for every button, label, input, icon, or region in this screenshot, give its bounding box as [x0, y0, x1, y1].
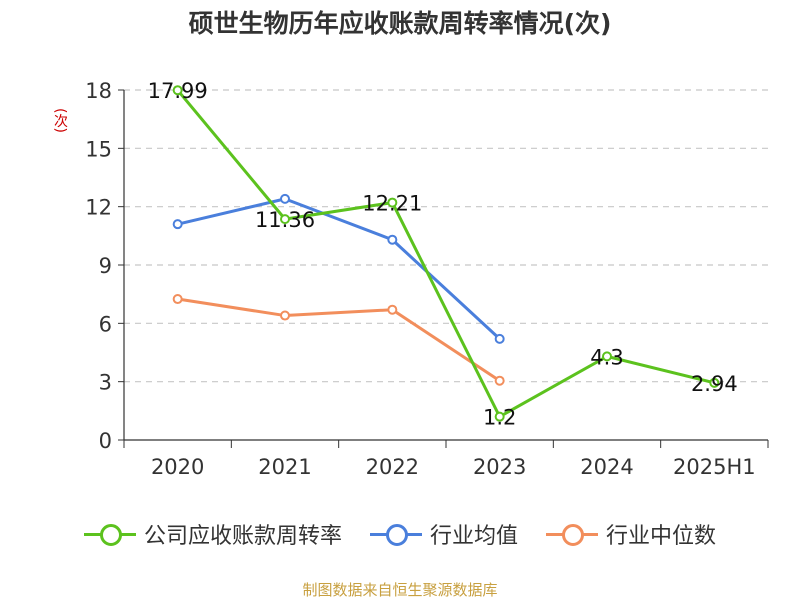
data-label: 17.99 — [148, 79, 208, 103]
y-tick-label: 0 — [99, 429, 112, 453]
data-source: 制图数据来自恒生聚源数据库 — [302, 581, 498, 599]
y-axis-unit: (次) — [52, 108, 68, 133]
y-tick-label: 18 — [85, 79, 112, 103]
y-tick-label: 12 — [85, 196, 112, 220]
data-point — [280, 214, 290, 225]
legend-swatch-company — [83, 522, 136, 546]
data-label: 11.36 — [255, 208, 315, 232]
data-point — [280, 193, 290, 204]
x-tick-label: 2023 — [473, 455, 526, 479]
data-point — [602, 351, 612, 362]
legend-item-industry-mean[interactable]: 行业均值 — [369, 518, 518, 550]
y-tick-label: 15 — [85, 137, 112, 161]
data-point — [494, 333, 505, 344]
data-point — [387, 197, 398, 208]
legend-item-company[interactable]: 公司应收账款周转率 — [83, 518, 342, 550]
series-line — [176, 89, 715, 419]
y-tick-label: 3 — [99, 371, 112, 395]
data-point — [172, 294, 183, 305]
x-tick-label: 2020 — [151, 455, 204, 479]
x-tick-label: 2022 — [366, 455, 419, 479]
data-point — [494, 411, 505, 422]
data-label: 2.94 — [691, 372, 738, 396]
legend-swatch-industry-mean — [369, 522, 422, 546]
legend-label-company: 公司应收账款周转率 — [143, 524, 342, 549]
y-tick-label: 6 — [99, 312, 112, 336]
series-line — [177, 297, 501, 382]
data-point — [387, 304, 398, 315]
data-point — [709, 377, 720, 388]
x-tick-label: 2024 — [580, 455, 633, 479]
legend-swatch-industry-median — [546, 522, 598, 546]
series-line — [177, 197, 501, 340]
legend-label-industry-median: 行业中位数 — [606, 524, 717, 549]
legend-item-industry-median[interactable]: 行业中位数 — [546, 518, 716, 550]
data-point — [172, 219, 183, 230]
data-label: 4.3 — [590, 345, 623, 369]
data-point — [172, 85, 183, 96]
data-label: 12.21 — [362, 192, 422, 216]
chart-title: 硕世生物历年应收账款周转率情况(次) — [188, 9, 612, 38]
data-label: 1.2 — [483, 406, 516, 430]
x-tick-label: 2021 — [258, 455, 311, 479]
data-point — [387, 234, 398, 245]
data-point — [494, 375, 505, 386]
legend-label-industry-mean: 行业均值 — [429, 524, 518, 549]
legend: 公司应收账款周转率 行业均值 行业中位数 — [0, 518, 800, 550]
data-point — [280, 310, 290, 321]
y-tick-label: 9 — [99, 254, 112, 278]
x-tick-label: 2025H1 — [673, 455, 756, 479]
